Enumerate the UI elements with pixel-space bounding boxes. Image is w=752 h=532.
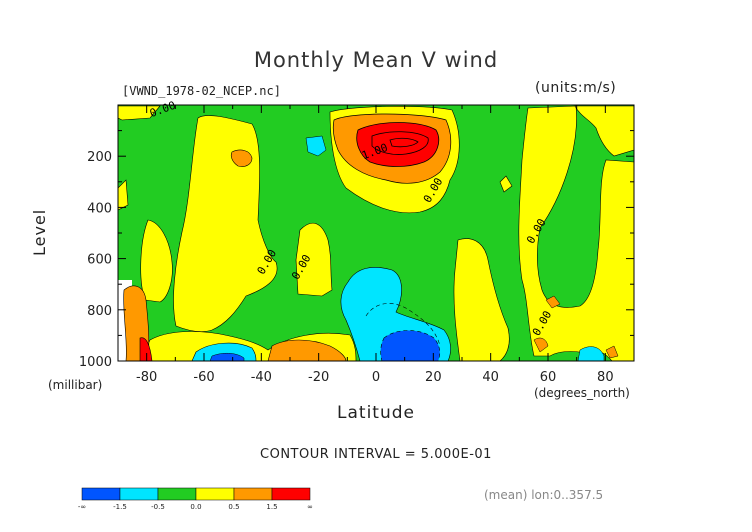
colorbar-label: -∞: [78, 503, 86, 511]
positive-region: [140, 219, 173, 303]
x-tick-label: -80: [136, 370, 157, 385]
colorbar-label: -1.5: [113, 503, 127, 511]
x-tick-label: -40: [251, 370, 272, 385]
x-tick-label: 80: [597, 370, 614, 385]
colorbar-swatch: [233, 487, 273, 501]
strong-positive-region: [533, 337, 549, 353]
x-tick-label: 40: [482, 370, 499, 385]
colorbar-swatch: [81, 487, 121, 501]
y-tick-label: 600: [87, 253, 112, 268]
colorbar: -∞ -1.5 -0.5 0.0 0.5 1.5 ∞: [78, 487, 313, 511]
colorbar-swatch: [271, 487, 311, 501]
positive-region: [173, 115, 278, 332]
colorbar-label: 1.5: [266, 503, 277, 511]
colorbar-label: 0.5: [228, 503, 239, 511]
positive-region: [118, 105, 161, 121]
colorbar-label: -0.5: [151, 503, 165, 511]
x-axis-label: Latitude: [337, 403, 415, 423]
x-tick-label: 60: [540, 370, 557, 385]
strong-positive-region: [267, 339, 347, 361]
colorbar-label: ∞: [307, 503, 313, 511]
y-tick-label: 1000: [79, 355, 112, 370]
max-positive-region: [139, 337, 153, 361]
colorbar-label: 0.0: [190, 503, 201, 511]
strong-negative-region: [380, 330, 441, 361]
negative-region: [577, 346, 605, 361]
x-tick-label: 20: [425, 370, 442, 385]
contour-line: [371, 131, 429, 155]
contour-field: [118, 105, 634, 361]
colorbar-swatch: [157, 487, 197, 501]
contour-line: [365, 303, 441, 347]
x-tick-label: -60: [193, 370, 214, 385]
strong-positive-region: [230, 149, 253, 167]
y-tick-label: 200: [87, 150, 112, 165]
strong-positive-region: [545, 295, 561, 309]
y-tick-label: 400: [87, 201, 112, 216]
positive-region: [118, 179, 129, 211]
colorbar-swatch: [119, 487, 159, 501]
x-tick-label: 0: [372, 370, 380, 385]
positive-region: [574, 105, 634, 157]
colorbar-swatch: [195, 487, 235, 501]
positive-region: [499, 175, 513, 193]
positive-region: [295, 222, 333, 297]
x-axis-unit: (degrees_north): [534, 386, 630, 400]
units-label: (units:m/s): [535, 80, 617, 96]
negative-region: [305, 135, 327, 157]
strong-positive-region: [605, 345, 619, 359]
positive-region: [518, 105, 634, 361]
positive-region: [453, 238, 510, 361]
y-axis-unit: (millibar): [48, 378, 103, 392]
file-label: [VWND_1978-02_NCEP.nc]: [122, 84, 281, 98]
chart-title: Monthly Mean V wind: [253, 48, 499, 72]
axes: -80 -60 -40 -20 0 20 40 60 80 200 400 600 800 1000: [79, 105, 635, 385]
contour-interval-note: CONTOUR INTERVAL = 5.000E-01: [260, 447, 492, 462]
mean-note: (mean) lon:0..357.5: [484, 488, 604, 502]
y-tick-label: 800: [87, 304, 112, 319]
x-tick-label: -20: [308, 370, 329, 385]
contour-line: [389, 137, 419, 148]
